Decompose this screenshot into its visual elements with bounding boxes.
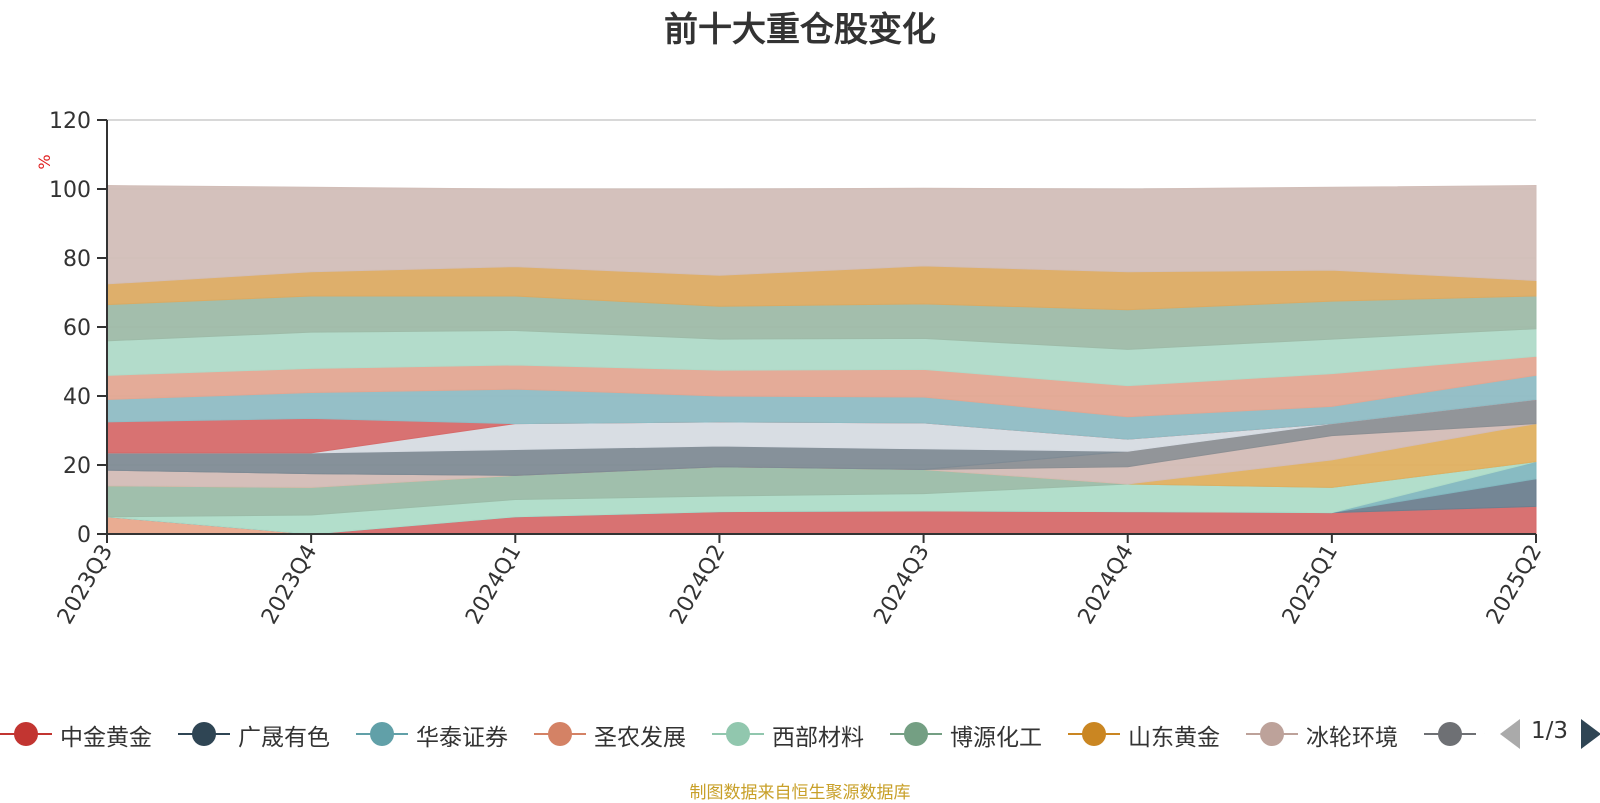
x-tick-label: 2025Q1 [1278,541,1343,629]
y-tick-label: 60 [63,316,91,341]
y-tick-label: 20 [63,454,91,479]
x-tick-label: 2023Q3 [53,541,118,629]
y-tick-labels: 0 20 40 60 80 100 120 [49,109,107,548]
data-source-note: 制图数据来自恒生聚源数据库 [689,783,911,803]
chart-title: 前十大重仓股变化 [664,10,936,50]
legend-prev-page-icon[interactable] [1500,719,1520,749]
area-series-18 [106,185,1537,285]
legend: 中金黄金 广晟有色 华泰证券 圣农发展 西部材料 博源化工 山东黄金 冰轮环境 洛 [0,712,1485,756]
y-axis-unit-label: % [35,154,54,169]
y-tick-label: 0 [77,523,91,548]
x-tick-label: 2025Q2 [1482,541,1547,629]
legend-label: 华泰证券 [416,725,508,751]
legend-pager: 1/3 [1500,716,1600,752]
legend-dot-icon [1082,722,1106,746]
legend-dot-icon [548,722,572,746]
legend-dot-icon [370,722,394,746]
x-tick-label: 2024Q2 [665,541,730,629]
x-tick-label: 2024Q3 [869,541,934,629]
legend-label: 西部材料 [772,725,864,751]
legend-label: 冰轮环境 [1306,725,1398,751]
y-tick-label: 40 [63,385,91,410]
legend-page-indicator: 1/3 [1531,718,1569,744]
area-series [106,185,1537,535]
y-tick-label: 80 [63,247,91,272]
legend-label: 洛 [1484,718,1485,752]
legend-label: 中金黄金 [60,725,152,751]
legend-dot-icon [1438,722,1462,746]
legend-dot-icon [192,722,216,746]
x-tick-label: 2024Q4 [1074,541,1139,629]
legend-dot-icon [904,722,928,746]
y-tick-label: 100 [49,178,91,203]
legend-next-page-icon[interactable] [1581,719,1600,749]
x-tick-label: 2023Q4 [257,541,322,629]
legend-label: 博源化工 [950,725,1042,751]
x-tick-labels: 2023Q3 2023Q4 2024Q1 2024Q2 2024Q3 2024Q4 2025… [53,534,1547,629]
legend-label: 广晟有色 [238,725,330,751]
y-tick-label: 120 [49,109,91,134]
legend-label: 山东黄金 [1128,725,1220,751]
legend-dot-icon [14,722,38,746]
x-tick-label: 2024Q1 [461,541,526,629]
legend-dot-icon [726,722,750,746]
legend-dot-icon [1260,722,1284,746]
legend-label: 圣农发展 [594,725,686,751]
